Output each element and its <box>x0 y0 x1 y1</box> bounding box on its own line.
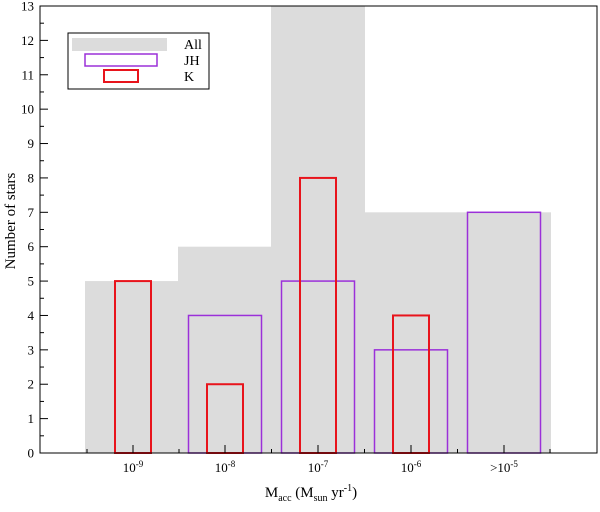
y-tick-label: 3 <box>28 342 35 357</box>
x-tick-label: 10-6 <box>401 459 422 475</box>
x-tick-label: 10-8 <box>215 459 236 475</box>
bar-all-0 <box>85 281 178 453</box>
bar-all-2 <box>271 6 365 453</box>
y-tick-label: 13 <box>21 0 34 14</box>
y-tick-label: 12 <box>21 33 34 48</box>
x-tick-label: 10-7 <box>308 459 329 475</box>
legend-label-jh: JH <box>184 54 200 69</box>
bar-all-1 <box>178 246 271 453</box>
y-tick-label: 9 <box>28 136 35 151</box>
y-tick-label: 6 <box>28 239 35 254</box>
legend-swatch-k <box>103 69 139 83</box>
legend-swatch-jh <box>84 53 158 67</box>
bar-all-4 <box>458 212 551 453</box>
y-tick-label: 2 <box>28 377 35 392</box>
legend-label-all: All <box>184 38 202 53</box>
y-axis-title: Number of stars <box>3 173 19 270</box>
x-axis-title: Macc (Msun yr-1) <box>265 483 357 504</box>
y-tick-label: 10 <box>21 102 34 117</box>
y-tick-label: 0 <box>28 446 35 461</box>
x-tick-label: 10-9 <box>123 459 144 475</box>
y-tick-label: 1 <box>28 411 35 426</box>
y-tick-label: 8 <box>28 170 35 185</box>
y-tick-label: 11 <box>21 67 34 82</box>
y-tick-label: 7 <box>28 205 35 220</box>
x-tick-label: >10-5 <box>490 459 518 475</box>
bar-all-3 <box>365 212 458 453</box>
y-tick-label: 5 <box>28 274 35 289</box>
legend-label-k: K <box>184 70 194 85</box>
legend-swatch-all <box>72 38 167 51</box>
y-tick-label: 4 <box>28 308 35 323</box>
